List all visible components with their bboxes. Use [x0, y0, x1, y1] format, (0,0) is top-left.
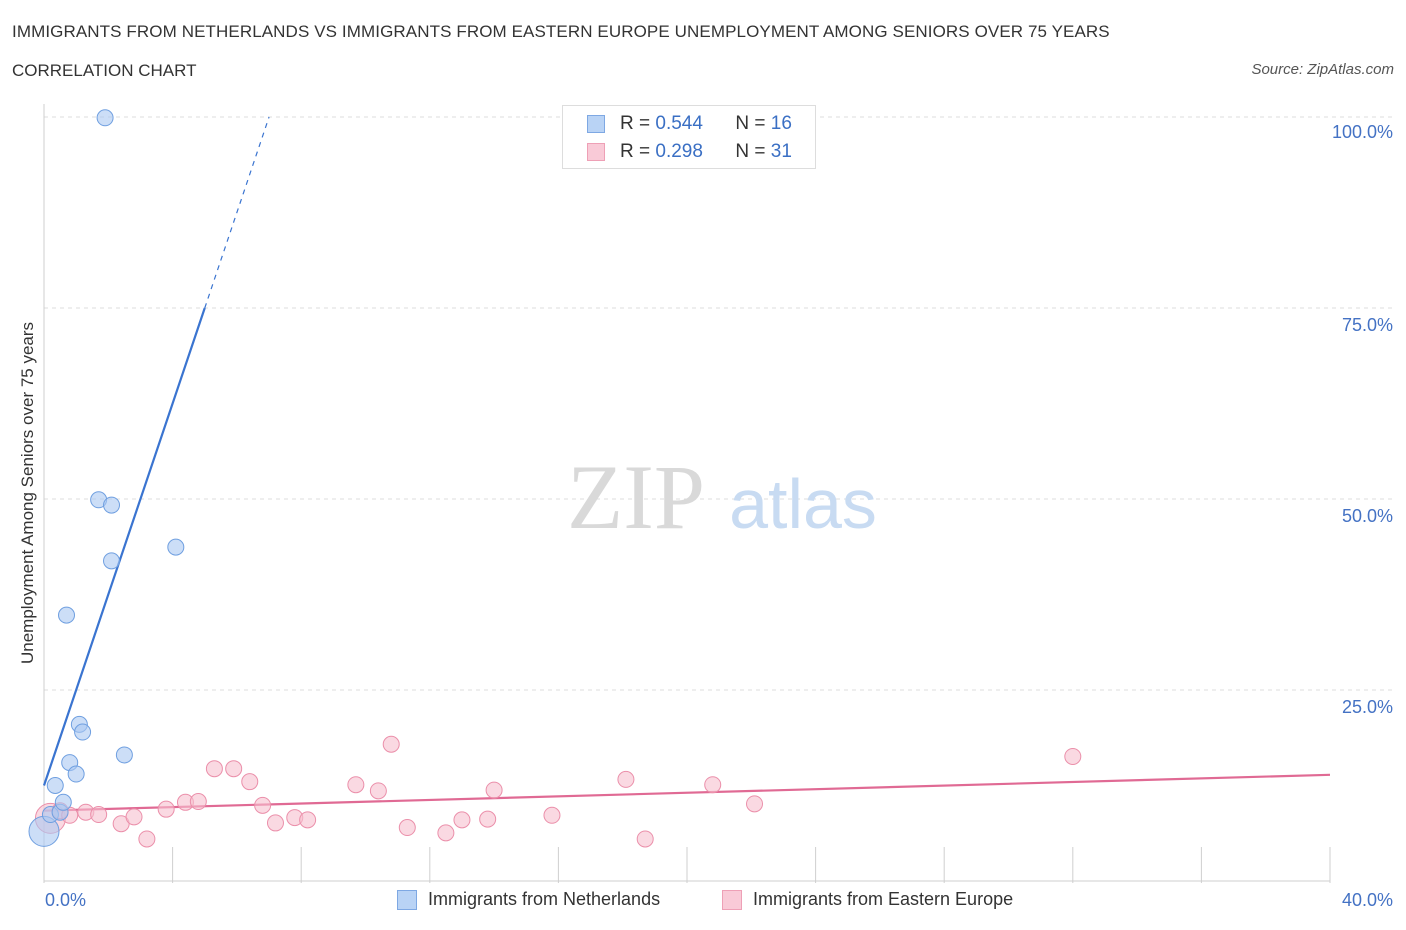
legend-r-value: 0.298 [655, 141, 703, 162]
point-netherlands [167, 538, 185, 556]
point-netherlands [103, 496, 121, 514]
y-tick-75: 75.0% [1341, 315, 1393, 335]
point-eastern-europe [125, 808, 143, 826]
point-netherlands [46, 777, 64, 794]
point-eastern-europe [347, 776, 365, 794]
legend-swatch-eastern-europe [587, 143, 605, 161]
point-netherlands [54, 793, 72, 811]
point-netherlands [115, 746, 133, 764]
point-eastern-europe [1064, 747, 1082, 765]
trend-line-netherlands [42, 307, 206, 786]
point-eastern-europe [369, 782, 387, 800]
legend-row-eastern-europe: R = 0.298 N = 31 [587, 140, 792, 164]
bottom-legend-eastern-europe: Immigrants from Eastern Europe [722, 889, 1013, 910]
point-netherlands [96, 109, 114, 127]
trend-line-netherlands-extension [204, 116, 270, 309]
point-netherlands [67, 765, 85, 783]
bottom-legend-netherlands: Immigrants from Netherlands [397, 889, 660, 910]
watermark-atlas: atlas [729, 465, 877, 543]
trend-line-eastern-europe [43, 773, 1331, 812]
watermark: ZIP atlas [567, 446, 877, 548]
point-eastern-europe [485, 781, 503, 799]
legend-r-value: 0.544 [655, 113, 703, 134]
point-eastern-europe [225, 760, 243, 778]
point-eastern-europe [437, 824, 455, 842]
stats-legend: R = 0.544 N = 16 R = 0.298 N = 31 [562, 105, 816, 169]
legend-row-netherlands: R = 0.544 N = 16 [587, 112, 792, 136]
gridlines [44, 116, 1395, 691]
legend-n-value: 16 [770, 113, 792, 134]
watermark-zip: ZIP [567, 446, 705, 548]
legend-n-label: N = [735, 141, 766, 162]
point-eastern-europe [704, 776, 722, 794]
point-eastern-europe [617, 770, 635, 788]
bottom-legend-label: Immigrants from Netherlands [428, 889, 661, 909]
point-eastern-europe [746, 795, 764, 813]
point-netherlands [74, 723, 92, 741]
point-eastern-europe [453, 811, 471, 829]
point-eastern-europe [479, 810, 497, 828]
bottom-swatch-eastern-europe [722, 889, 742, 910]
legend-swatch-netherlands [587, 115, 605, 133]
y-tick-100: 100.0% [1331, 122, 1393, 142]
chart-subtitle: CORRELATION CHART [12, 61, 197, 80]
bottom-legend-label: Immigrants from Eastern Europe [753, 889, 1014, 909]
point-eastern-europe [138, 830, 156, 848]
point-netherlands [58, 606, 76, 624]
data-points [28, 109, 1082, 848]
point-eastern-europe [636, 830, 654, 848]
point-eastern-europe [254, 796, 272, 814]
chart-title: IMMIGRANTS FROM NETHERLANDS VS IMMIGRANT… [12, 22, 1110, 41]
point-eastern-europe [382, 735, 400, 753]
y-tick-25: 25.0% [1341, 697, 1393, 717]
point-eastern-europe [157, 800, 175, 818]
x-tick-max: 40.0% [1341, 890, 1393, 910]
point-eastern-europe [398, 819, 416, 837]
axes [43, 104, 1331, 883]
point-eastern-europe [299, 811, 317, 829]
point-eastern-europe [241, 773, 259, 791]
point-eastern-europe [90, 806, 108, 824]
point-eastern-europe [543, 806, 561, 824]
point-eastern-europe [205, 760, 223, 778]
legend-n-value: 31 [770, 141, 792, 162]
y-tick-50: 50.0% [1341, 506, 1393, 526]
x-tick-min: 0.0% [45, 890, 87, 910]
point-netherlands [103, 552, 121, 570]
y-axis-label: Unemployment Among Seniors over 75 years [18, 321, 37, 665]
legend-r-label: R = [620, 141, 651, 162]
point-eastern-europe [266, 814, 284, 832]
bottom-swatch-netherlands [397, 889, 417, 910]
point-eastern-europe [189, 793, 207, 811]
legend-r-label: R = [620, 113, 651, 134]
source-label: Source: ZipAtlas.com [1251, 61, 1394, 78]
legend-n-label: N = [735, 113, 766, 134]
